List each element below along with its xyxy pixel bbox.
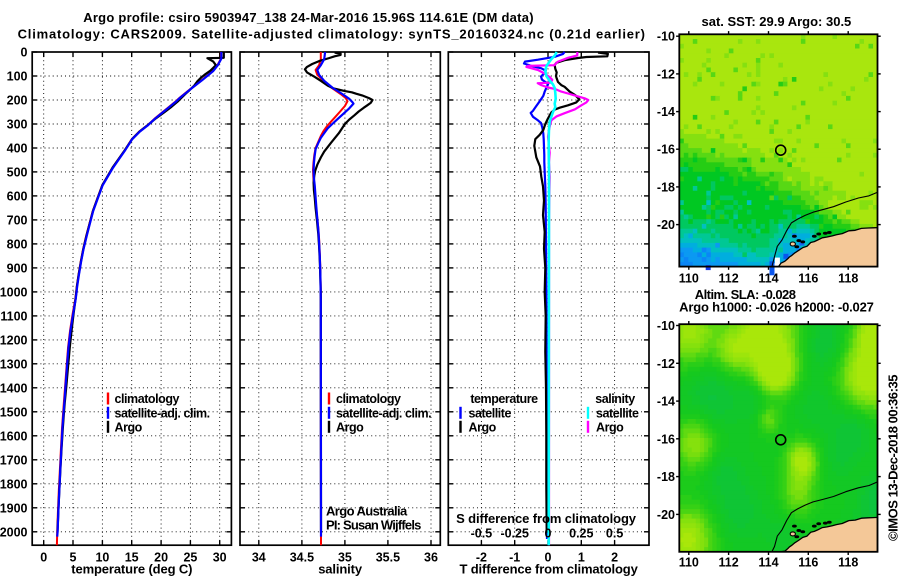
svg-text:salinity: salinity [318, 562, 363, 577]
svg-text:110: 110 [679, 272, 699, 286]
svg-text:temperature (deg C): temperature (deg C) [71, 562, 192, 577]
svg-text:1500: 1500 [0, 405, 28, 419]
svg-text:1600: 1600 [0, 429, 28, 443]
svg-text:112: 112 [719, 272, 739, 286]
svg-text:-18: -18 [657, 180, 675, 194]
svg-text:0: 0 [40, 551, 47, 565]
svg-text:1300: 1300 [0, 357, 28, 371]
svg-text:110: 110 [679, 556, 699, 570]
svg-text:35.5: 35.5 [376, 551, 400, 565]
svg-text:-10: -10 [657, 319, 675, 333]
svg-text:S difference from climatology: S difference from climatology [456, 511, 637, 526]
svg-text:600: 600 [7, 189, 28, 203]
svg-text:-20: -20 [657, 508, 675, 522]
svg-text:118: 118 [838, 272, 858, 286]
svg-text:10: 10 [95, 551, 109, 565]
svg-text:sat. SST: 29.9 Argo: 30.5: sat. SST: 29.9 Argo: 30.5 [701, 14, 851, 29]
svg-text:-20: -20 [657, 218, 675, 232]
svg-text:114: 114 [758, 556, 778, 570]
svg-text:©IMOS 13-Dec-2018 00:36:35: ©IMOS 13-Dec-2018 00:36:35 [886, 375, 900, 541]
svg-text:116: 116 [798, 272, 818, 286]
svg-text:116: 116 [798, 556, 818, 570]
svg-text:salinity: salinity [595, 392, 635, 406]
svg-text:25: 25 [183, 551, 197, 565]
svg-text:-0.5: -0.5 [471, 527, 493, 541]
svg-text:Climatology: CARS2009. Satelli: Climatology: CARS2009. Satellite-adjuste… [18, 27, 646, 42]
svg-text:200: 200 [7, 94, 28, 108]
svg-text:1000: 1000 [0, 285, 28, 299]
svg-text:0: 0 [21, 46, 28, 60]
svg-text:35: 35 [338, 551, 352, 565]
svg-text:-18: -18 [657, 470, 675, 484]
svg-text:Altim. SLA: -0.028: Altim. SLA: -0.028 [695, 287, 796, 302]
svg-text:118: 118 [838, 556, 858, 570]
svg-text:1400: 1400 [0, 381, 28, 395]
svg-text:-0.25: -0.25 [500, 527, 529, 541]
svg-text:0: 0 [545, 551, 552, 565]
svg-text:114: 114 [758, 272, 778, 286]
svg-text:Argo profile: csiro 5903947_13: Argo profile: csiro 5903947_138 24-Mar-2… [83, 10, 534, 25]
svg-text:-12: -12 [657, 67, 675, 81]
svg-text:34: 34 [252, 551, 266, 565]
svg-text:15: 15 [125, 551, 139, 565]
svg-text:satellite: satellite [469, 406, 512, 420]
svg-text:-12: -12 [657, 357, 675, 371]
svg-text:climatology: climatology [115, 392, 180, 406]
svg-text:Argo h1000: -0.026 h2000: -0.0: Argo h1000: -0.026 h2000: -0.027 [679, 300, 873, 315]
svg-text:temperature: temperature [470, 392, 538, 406]
svg-text:satellite: satellite [596, 406, 639, 420]
svg-text:-16: -16 [657, 143, 675, 157]
svg-text:1900: 1900 [0, 501, 28, 515]
svg-text:800: 800 [7, 237, 28, 251]
svg-text:Argo: Argo [336, 420, 364, 434]
svg-text:climatology: climatology [336, 392, 401, 406]
svg-text:300: 300 [7, 118, 28, 132]
svg-text:5: 5 [70, 551, 77, 565]
svg-text:1100: 1100 [0, 309, 27, 323]
svg-text:-2: -2 [476, 551, 487, 565]
svg-text:1: 1 [578, 551, 585, 565]
svg-text:-14: -14 [657, 395, 675, 409]
svg-text:2: 2 [611, 551, 618, 565]
svg-text:T difference from climatology: T difference from climatology [459, 562, 638, 577]
svg-text:0.5: 0.5 [606, 527, 623, 541]
svg-text:34.5: 34.5 [290, 551, 314, 565]
svg-text:20: 20 [154, 551, 168, 565]
svg-text:700: 700 [7, 213, 28, 227]
svg-text:900: 900 [7, 261, 28, 275]
svg-text:-10: -10 [657, 30, 675, 44]
svg-text:400: 400 [7, 142, 28, 156]
svg-text:1700: 1700 [0, 453, 28, 467]
svg-text:satellite-adj. clim.: satellite-adj. clim. [336, 406, 431, 420]
svg-text:0.25: 0.25 [569, 527, 593, 541]
svg-text:-14: -14 [657, 105, 675, 119]
svg-text:PI: Susan Wijffels: PI: Susan Wijffels [326, 518, 421, 533]
svg-text:1800: 1800 [0, 477, 28, 491]
svg-text:1200: 1200 [0, 333, 28, 347]
svg-text:Argo Australia: Argo Australia [326, 504, 408, 519]
svg-text:satellite-adj. clim.: satellite-adj. clim. [115, 406, 210, 420]
svg-text:Argo: Argo [596, 420, 624, 434]
svg-text:112: 112 [719, 556, 739, 570]
svg-text:2000: 2000 [0, 525, 28, 539]
svg-text:500: 500 [7, 165, 28, 179]
svg-text:Argo: Argo [115, 420, 143, 434]
svg-text:Argo: Argo [469, 420, 497, 434]
svg-text:36: 36 [424, 551, 438, 565]
svg-text:30: 30 [213, 551, 227, 565]
svg-text:-16: -16 [657, 432, 675, 446]
svg-text:-1: -1 [509, 551, 520, 565]
svg-text:0: 0 [545, 527, 552, 541]
svg-text:100: 100 [7, 70, 28, 84]
